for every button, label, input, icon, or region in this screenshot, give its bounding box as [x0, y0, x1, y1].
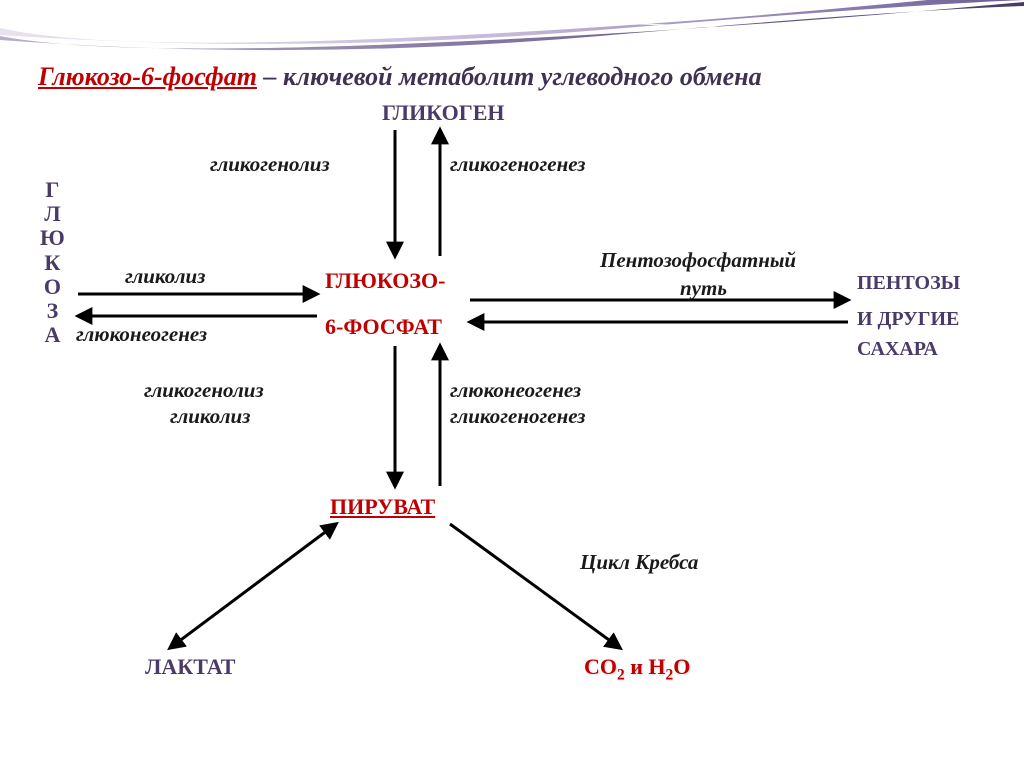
- path-glycogenogenesis-top: гликогеногенез: [450, 152, 585, 177]
- path-glycolysis-bl: гликолиз: [170, 404, 250, 429]
- path-glycolysis-left: гликолиз: [125, 264, 205, 289]
- node-glucose: ГЛЮКОЗА: [40, 178, 65, 347]
- arrow-pyruvate-to-co2h2o: [450, 524, 620, 648]
- node-g6p-line1: ГЛЮКОЗО-: [325, 268, 445, 294]
- node-pyruvate: ПИРУВАТ: [330, 494, 435, 520]
- title: Глюкозо-6-фосфат – ключевой метаболит уг…: [38, 62, 762, 92]
- node-pentose-line2: И ДРУГИЕ: [857, 308, 959, 331]
- node-co2h2o: CO2 и H2O: [584, 654, 690, 684]
- arrow-pyruvate-to-lactate: [170, 524, 336, 648]
- title-rest: – ключевой метаболит углеводного обмена: [257, 62, 762, 91]
- node-g6p-line2: 6-ФОСФАТ: [325, 314, 442, 340]
- path-ppp-line1: Пентозофосфатный: [600, 248, 796, 273]
- path-gluconeogenesis-left: глюконеогенез: [76, 322, 207, 347]
- path-krebs: Цикл Кребса: [580, 550, 698, 575]
- path-ppp-line2: путь: [680, 276, 727, 301]
- path-glycogenolysis-bl: гликогенолиз: [144, 378, 264, 403]
- slide: Глюкозо-6-фосфат – ключевой метаболит уг…: [0, 0, 1024, 767]
- node-glycogen: ГЛИКОГЕН: [382, 100, 504, 126]
- node-pentose-line1: ПЕНТОЗЫ: [857, 272, 960, 295]
- path-glycogenogenesis-br: гликогеногенез: [450, 404, 585, 429]
- node-pentose-line3: САХАРА: [857, 338, 938, 361]
- path-glycogenolysis-top: гликогенолиз: [210, 152, 330, 177]
- path-gluconeogenesis-br: глюконеогенез: [450, 378, 581, 403]
- title-emph: Глюкозо-6-фосфат: [38, 62, 257, 91]
- node-lactate: ЛАКТАТ: [145, 654, 235, 680]
